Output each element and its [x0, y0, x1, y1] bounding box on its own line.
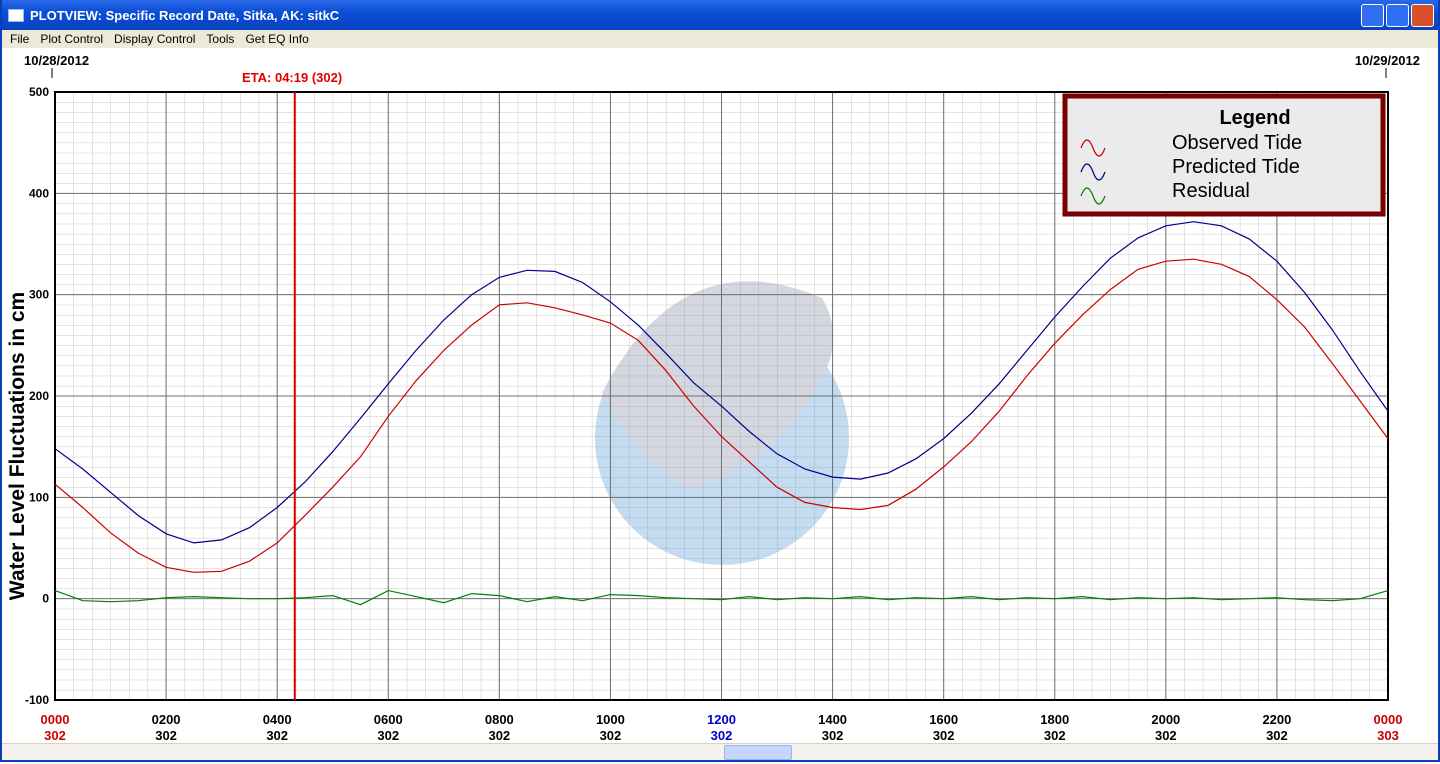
- series-line: [54, 258, 1389, 573]
- x-tick-label: 1000: [596, 712, 625, 727]
- y-axis-label: Water Level Fluctuations in cm: [6, 292, 29, 600]
- menu-bar: File Plot Control Display Control Tools Get …: [2, 30, 1438, 48]
- y-tick-label: 200: [29, 389, 49, 403]
- y-tick-label: 0: [42, 592, 49, 606]
- x-tick-label: 1200: [707, 712, 736, 727]
- x-tick-label: 1400: [818, 712, 847, 727]
- x-tick-label: 2200: [1262, 712, 1291, 727]
- series-line: [54, 589, 1389, 606]
- x-tick-sublabel: 302: [600, 728, 622, 742]
- scroll-thumb[interactable]: [724, 745, 792, 760]
- legend-label: Predicted Tide: [1172, 156, 1300, 178]
- x-tick-sublabel: 303: [1377, 728, 1399, 742]
- legend-swatch: [1080, 187, 1106, 205]
- eta-label: ETA: 04:19 (302): [242, 70, 342, 85]
- x-tick-label: 2000: [1151, 712, 1180, 727]
- y-tick-label: 400: [29, 186, 49, 200]
- date-start: 10/28/2012: [24, 53, 89, 68]
- x-tick-sublabel: 302: [822, 728, 844, 742]
- x-tick-sublabel: 302: [1044, 728, 1066, 742]
- minimize-button[interactable]: [1361, 3, 1384, 27]
- menu-item[interactable]: Display Control: [114, 32, 196, 46]
- x-tick-label: 1800: [1040, 712, 1069, 727]
- horizontal-scrollbar[interactable]: [2, 743, 1438, 760]
- x-tick-label: 0800: [485, 712, 514, 727]
- legend-title: Legend: [1219, 107, 1290, 129]
- legend-swatch: [1080, 163, 1106, 181]
- legend-label: Residual: [1172, 180, 1250, 202]
- x-tick-sublabel: 302: [377, 728, 399, 742]
- series-line: [54, 221, 1389, 544]
- x-tick-sublabel: 302: [933, 728, 955, 742]
- x-tick-sublabel: 302: [1155, 728, 1177, 742]
- y-tick-label: 100: [29, 490, 49, 504]
- legend-swatch: [1080, 139, 1106, 157]
- plot-frame: [54, 91, 1389, 701]
- x-tick-sublabel: 302: [711, 728, 733, 742]
- x-tick-label: 1600: [929, 712, 958, 727]
- legend-box: [1062, 93, 1386, 217]
- x-tick-sublabel: 302: [488, 728, 510, 742]
- chart: ETA: 04:19 (302) 10/28/2012 10/29/2012 W…: [6, 53, 1420, 742]
- menu-item[interactable]: Get EQ Info: [245, 32, 309, 46]
- window-title: PLOTVIEW: Specific Record Date, Sitka, A…: [30, 7, 340, 23]
- menu-item[interactable]: Tools: [206, 32, 235, 46]
- y-tick-label: 300: [29, 288, 49, 302]
- x-tick-label: 0000: [41, 712, 70, 727]
- date-end: 10/29/2012: [1355, 53, 1420, 68]
- title-bar: PLOTVIEW: Specific Record Date, Sitka, A…: [2, 0, 1438, 30]
- x-tick-label: 0400: [263, 712, 292, 727]
- x-tick-sublabel: 302: [155, 728, 177, 742]
- window-buttons: [1361, 3, 1434, 27]
- x-tick-label: 0000: [1374, 712, 1403, 727]
- legend-label: Observed Tide: [1172, 132, 1302, 154]
- x-tick-sublabel: 302: [1266, 728, 1288, 742]
- close-button[interactable]: [1411, 3, 1434, 27]
- menu-item[interactable]: Plot Control: [40, 32, 104, 46]
- menu-item[interactable]: File: [10, 32, 30, 46]
- x-tick-label: 0600: [374, 712, 403, 727]
- y-tick-label: 500: [29, 85, 49, 99]
- x-tick-sublabel: 302: [44, 728, 66, 742]
- maximize-button[interactable]: [1386, 3, 1409, 27]
- window-icon: [8, 8, 24, 22]
- x-tick-sublabel: 302: [266, 728, 288, 742]
- y-tick-label: -100: [25, 693, 49, 707]
- x-tick-label: 0200: [152, 712, 181, 727]
